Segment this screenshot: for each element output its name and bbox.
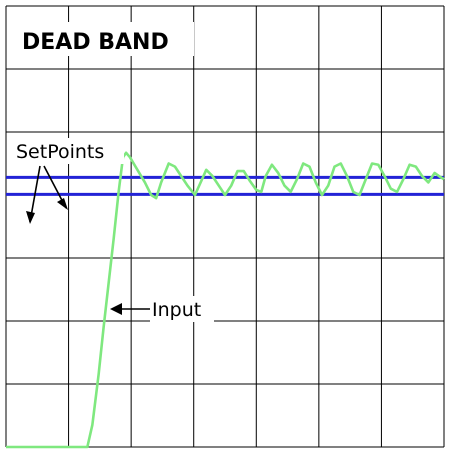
setpoints-label: SetPoints [16,141,104,163]
chart-title: DEAD BAND [22,30,169,55]
input-label: Input [152,299,201,321]
